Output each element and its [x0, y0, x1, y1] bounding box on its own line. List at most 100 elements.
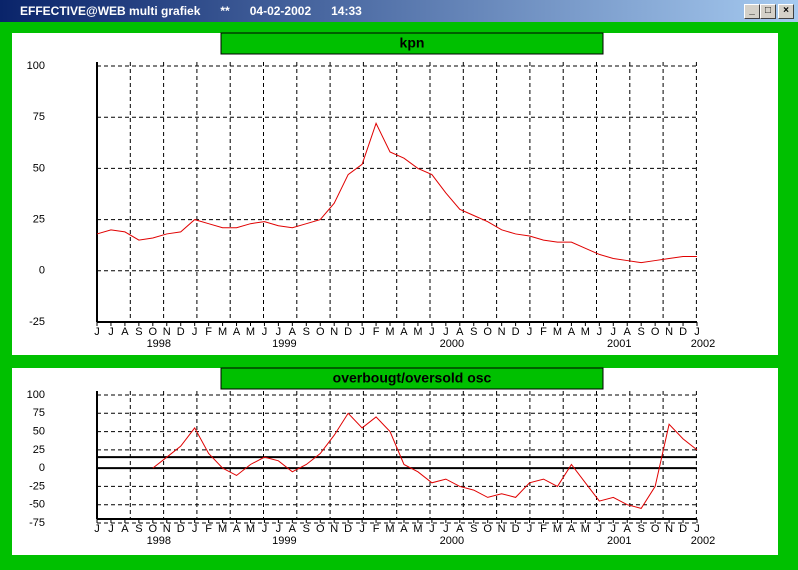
data-line — [152, 412, 698, 509]
x-tick-label: M — [218, 523, 227, 535]
x-tick-label: N — [665, 523, 673, 535]
x-tick-label: O — [149, 326, 158, 338]
x-tick-label: A — [568, 523, 576, 535]
y-tick-label: 100 — [27, 389, 45, 401]
year-label: 1998 — [147, 535, 171, 547]
title-box — [220, 367, 604, 390]
year-label: 2001 — [607, 338, 631, 350]
x-tick-label: M — [553, 523, 562, 535]
x-tick-label: N — [330, 523, 338, 535]
x-tick-label: D — [512, 523, 520, 535]
x-tick-label: M — [246, 523, 255, 535]
x-tick-label: N — [498, 523, 506, 535]
chart-title: overbougt/oversold osc — [333, 370, 492, 386]
x-tick-label: S — [470, 326, 477, 338]
x-tick-label: A — [400, 326, 408, 338]
x-tick-label: J — [94, 523, 100, 535]
x-tick-label: A — [121, 523, 129, 535]
x-tick-label: A — [456, 523, 464, 535]
y-tick-label: 25 — [33, 214, 45, 226]
x-tick-label: A — [233, 326, 241, 338]
y-tick-label: 0 — [39, 265, 45, 277]
year-label: 2002 — [691, 535, 715, 547]
x-tick-label: J — [429, 523, 435, 535]
panel — [12, 33, 778, 355]
y-tick-label: -25 — [29, 480, 45, 492]
x-tick-label: J — [611, 326, 617, 338]
x-tick-label: F — [373, 326, 380, 338]
x-tick-label: J — [443, 523, 449, 535]
x-tick-label: S — [638, 523, 645, 535]
x-tick-label: A — [289, 326, 297, 338]
x-tick-label: J — [276, 523, 282, 535]
x-tick-label: S — [135, 523, 142, 535]
x-tick-label: M — [385, 523, 394, 535]
x-tick-label: F — [205, 523, 212, 535]
x-tick-label: D — [679, 326, 687, 338]
x-tick-label: O — [483, 523, 492, 535]
y-tick-label: 0 — [39, 462, 45, 474]
x-tick-label: M — [413, 523, 422, 535]
close-button[interactable]: × — [778, 4, 794, 19]
y-tick-label: 100 — [27, 60, 45, 72]
x-tick-label: O — [316, 326, 325, 338]
x-tick-label: F — [205, 326, 212, 338]
x-tick-label: D — [344, 523, 352, 535]
x-tick-label: N — [665, 326, 673, 338]
year-label: 1998 — [147, 338, 171, 350]
maximize-button[interactable]: □ — [760, 4, 776, 19]
x-tick-label: J — [108, 326, 114, 338]
x-tick-label: S — [135, 326, 142, 338]
x-tick-label: O — [651, 326, 660, 338]
x-tick-label: M — [581, 326, 590, 338]
x-tick-label: J — [359, 326, 365, 338]
window-title: EFFECTIVE@WEB multi grafiek ** 04-02-200… — [20, 4, 362, 18]
x-tick-label: A — [568, 326, 576, 338]
x-tick-label: A — [624, 326, 632, 338]
x-tick-label: J — [611, 523, 617, 535]
x-tick-label: A — [289, 523, 297, 535]
minimize-button[interactable]: _ — [744, 4, 760, 19]
x-tick-label: A — [233, 523, 241, 535]
x-tick-label: A — [456, 326, 464, 338]
x-tick-label: O — [483, 326, 492, 338]
x-tick-label: D — [177, 523, 185, 535]
x-tick-label: J — [429, 326, 435, 338]
x-tick-label: J — [694, 523, 700, 535]
x-tick-label: F — [540, 523, 547, 535]
x-tick-label: N — [498, 326, 506, 338]
x-tick-label: N — [330, 326, 338, 338]
x-tick-label: F — [373, 523, 380, 535]
x-tick-label: S — [303, 326, 310, 338]
x-tick-label: J — [108, 523, 114, 535]
title-box — [220, 32, 604, 55]
x-tick-label: M — [553, 326, 562, 338]
x-tick-label: S — [470, 523, 477, 535]
y-tick-label: 50 — [33, 162, 45, 174]
x-tick-label: M — [413, 326, 422, 338]
y-tick-label: -50 — [29, 499, 45, 511]
year-label: 1999 — [272, 338, 296, 350]
x-tick-label: F — [540, 326, 547, 338]
x-tick-label: A — [624, 523, 632, 535]
year-label: 2000 — [440, 338, 464, 350]
x-tick-label: A — [121, 326, 129, 338]
x-tick-label: M — [581, 523, 590, 535]
x-tick-label: S — [303, 523, 310, 535]
x-tick-label: J — [694, 326, 700, 338]
title-bar: EFFECTIVE@WEB multi grafiek ** 04-02-200… — [0, 0, 798, 22]
x-tick-label: O — [316, 523, 325, 535]
data-line — [96, 122, 697, 264]
x-tick-label: N — [163, 326, 171, 338]
x-tick-label: J — [527, 326, 533, 338]
x-tick-label: J — [262, 523, 268, 535]
x-tick-label: J — [94, 326, 100, 338]
y-tick-label: -25 — [29, 316, 45, 328]
x-tick-label: J — [359, 523, 365, 535]
x-tick-label: M — [218, 326, 227, 338]
x-tick-label: J — [262, 326, 268, 338]
x-tick-label: M — [385, 326, 394, 338]
y-tick-label: 25 — [33, 444, 45, 456]
